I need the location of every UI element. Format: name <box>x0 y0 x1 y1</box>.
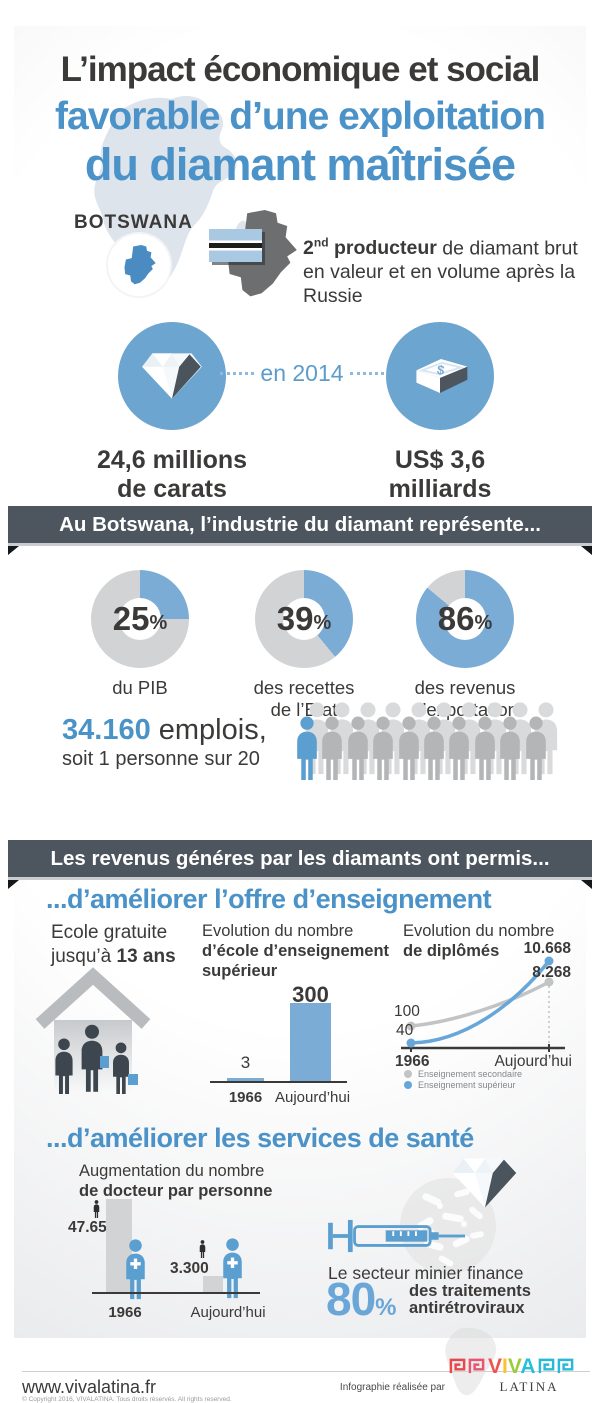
arv-percent: 80% <box>326 1273 397 1325</box>
botswana-shape-icon <box>124 245 156 285</box>
schools-xlabel-today: Aujourd’hui <box>275 1089 351 1106</box>
botswana-flag-icon <box>209 229 262 262</box>
person-small-icon <box>197 1240 208 1258</box>
people-pictogram <box>292 700 564 796</box>
employment-line1: 34.160 emplois, <box>62 714 267 746</box>
money-stack-icon: $ <box>416 359 468 393</box>
graduates-xlabel-1966: 1966 <box>395 1053 430 1070</box>
donut-exportation: 86% des revenusd’exportation <box>380 570 550 721</box>
arv-text-line1: Le secteur minier finance <box>328 1263 524 1283</box>
graduates-value-sup-1966: 40 <box>396 1022 414 1039</box>
schools-value-1966: 3 <box>240 1053 251 1072</box>
school-icon <box>35 967 151 1100</box>
free-school-text: Ecole gratuite jusqu’à 13 ans <box>51 922 176 967</box>
money-circle: $ <box>386 322 494 430</box>
year-connector: en 2014 <box>216 360 388 387</box>
graduates-value-sup-today: 10.668 <box>523 940 571 957</box>
dotted-line <box>349 372 384 375</box>
graduates-chart-title: Evolution du nombre de diplômés <box>403 922 555 960</box>
doctors-xlabel-today: Aujourd’hui <box>190 1304 266 1321</box>
greek-key-icon <box>468 1358 485 1374</box>
logo-viva-text: VIVA <box>488 1355 536 1378</box>
donut-label: du PIB <box>112 677 168 698</box>
logo-latina-text: LATINA <box>499 1379 559 1394</box>
schools-axis <box>210 1081 347 1083</box>
banner-revenues: Les revenus généres par les diamants ont… <box>8 840 592 889</box>
employment-line2: soit 1 personne sur 20 <box>62 748 260 770</box>
syringe-icon <box>328 1219 466 1253</box>
legend-secondary: Enseignement secondaire <box>404 1069 584 1079</box>
doctors-bar-today <box>203 1276 223 1292</box>
graduates-value-sec-1966: 100 <box>394 1003 420 1020</box>
health-heading: ...d’améliorer les services de santé <box>46 1123 474 1153</box>
arv-text-bold: des traitements antirétroviraux <box>409 1282 531 1317</box>
title-line-1: L’impact économique et social <box>60 50 541 89</box>
website-link[interactable]: www.vivalatina.fr <box>22 1377 157 1397</box>
year-label: en 2014 <box>260 360 344 386</box>
schools-xlabel-1966: 1966 <box>228 1089 263 1106</box>
greek-key-icon <box>558 1358 574 1374</box>
doctors-chart-title: Augmentation du nombre de docteur par pe… <box>79 1162 273 1200</box>
carats-value: 24,6 millions de carats <box>96 446 248 503</box>
doctors-value-1966: 47.652 <box>68 1219 116 1236</box>
diamond-icon <box>438 1154 532 1212</box>
doctor-icon <box>220 1236 245 1300</box>
copyright-text: © Copyright 2016, VIVALATINA. Tous droit… <box>22 1396 232 1403</box>
botswana-locator-circle <box>108 234 170 296</box>
donut-pib: 25% du PIB <box>55 570 225 699</box>
credit-text: Infographie réalisée par <box>339 1382 445 1393</box>
background-panel <box>14 26 586 1338</box>
doctors-value-today: 3.300 <box>170 1260 209 1277</box>
vivalatina-logo: VIVA <box>449 1355 574 1378</box>
carats-circle <box>118 322 226 430</box>
schools-chart-title: Evolution du nombre d’école d’enseigneme… <box>202 922 390 980</box>
donut-chart: 39% <box>255 570 353 668</box>
title-line-3: du diamant maîtrisée <box>84 139 516 190</box>
virus-background-icon <box>400 1178 496 1274</box>
legend-dot-blue <box>404 1081 412 1089</box>
greek-key-icon <box>539 1358 555 1374</box>
legend-superior: Enseignement supérieur <box>404 1080 584 1090</box>
footer-divider <box>22 1371 590 1372</box>
schools-bar-1966 <box>227 1078 264 1081</box>
person-small-icon <box>91 1200 102 1218</box>
graduates-line-chart <box>401 956 565 1052</box>
usd-value: US$ 3,6 milliards <box>388 446 492 503</box>
donut-recettes: 39% des recettes de l’Etat <box>219 570 389 721</box>
education-heading: ...d’améliorer l’offre d’enseignement <box>46 884 492 914</box>
greek-key-icon <box>449 1358 466 1374</box>
schools-value-today: 300 <box>292 982 329 1007</box>
title-line-2: favorable d’une exploitation <box>55 95 546 138</box>
doctors-xlabel-1966: 1966 <box>108 1304 142 1321</box>
botswana-label: BOTSWANA <box>74 212 193 233</box>
doctors-axis <box>92 1292 260 1294</box>
dotted-line <box>220 372 255 375</box>
graduates-value-sec-today: 8.268 <box>532 964 571 981</box>
schools-bar-today <box>290 1003 331 1081</box>
legend-dot-gray <box>404 1070 412 1078</box>
producer-text: 2nd producteur de diamant brut en valeur… <box>303 235 578 308</box>
donut-chart: 25% <box>91 570 189 668</box>
svg-text:$: $ <box>436 362 446 378</box>
banner-represents: Au Botswana, l’industrie du diamant repr… <box>8 506 592 555</box>
diamond-icon <box>138 349 206 403</box>
graduates-xlabel-today: Aujourd’hui <box>494 1053 572 1070</box>
donut-chart: 86% <box>416 570 514 668</box>
